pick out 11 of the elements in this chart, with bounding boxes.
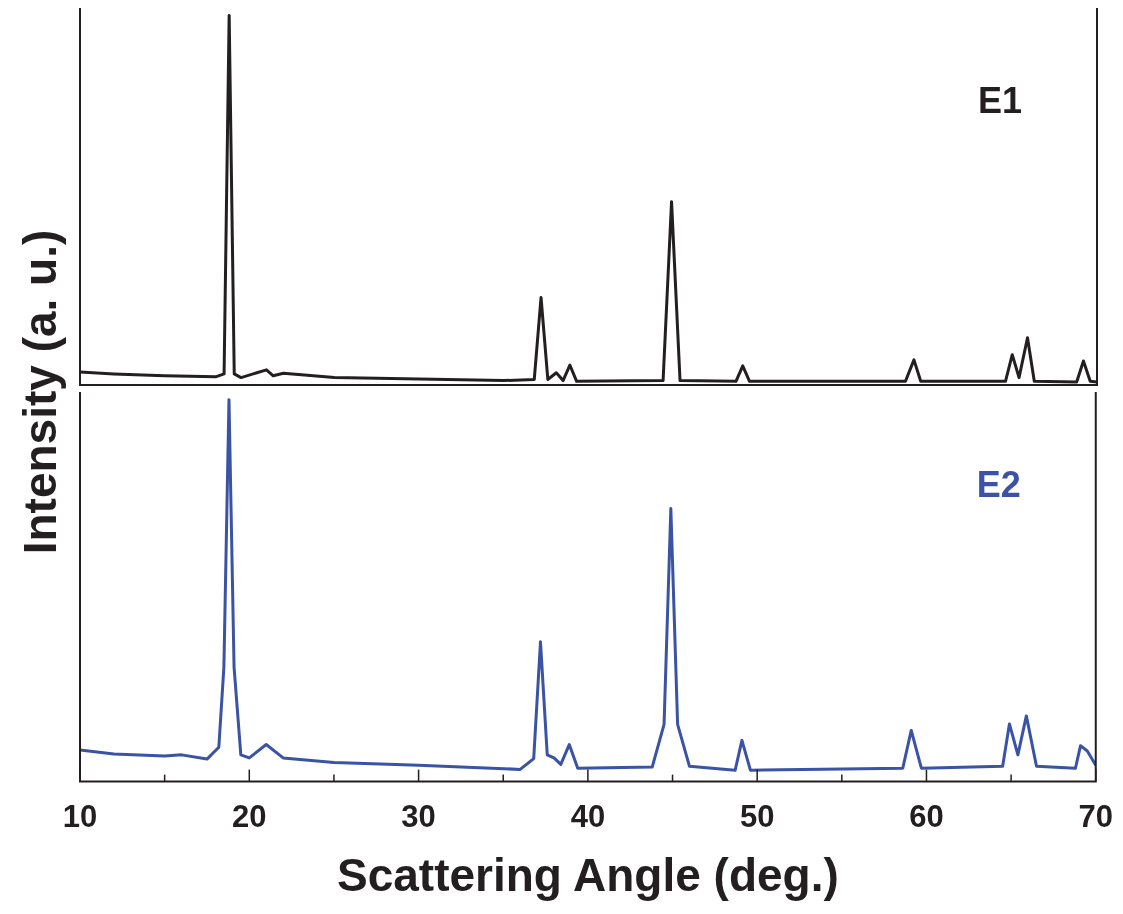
x-tick-label: 30: [401, 798, 436, 834]
text: E2: [976, 463, 1021, 505]
x-tick-label: 50: [739, 798, 775, 834]
x-tick-label: 70: [1078, 798, 1113, 834]
y-axis-title: Intensity (a. u.): [13, 229, 67, 555]
text: E1: [977, 79, 1022, 121]
x-tick-label: 40: [570, 798, 606, 834]
x-tick-label: 60: [909, 798, 944, 834]
x-tick-label: 20: [232, 798, 267, 834]
x-axis-title: Scattering Angle (deg.): [336, 849, 839, 902]
x-tick-label: 10: [62, 798, 98, 834]
